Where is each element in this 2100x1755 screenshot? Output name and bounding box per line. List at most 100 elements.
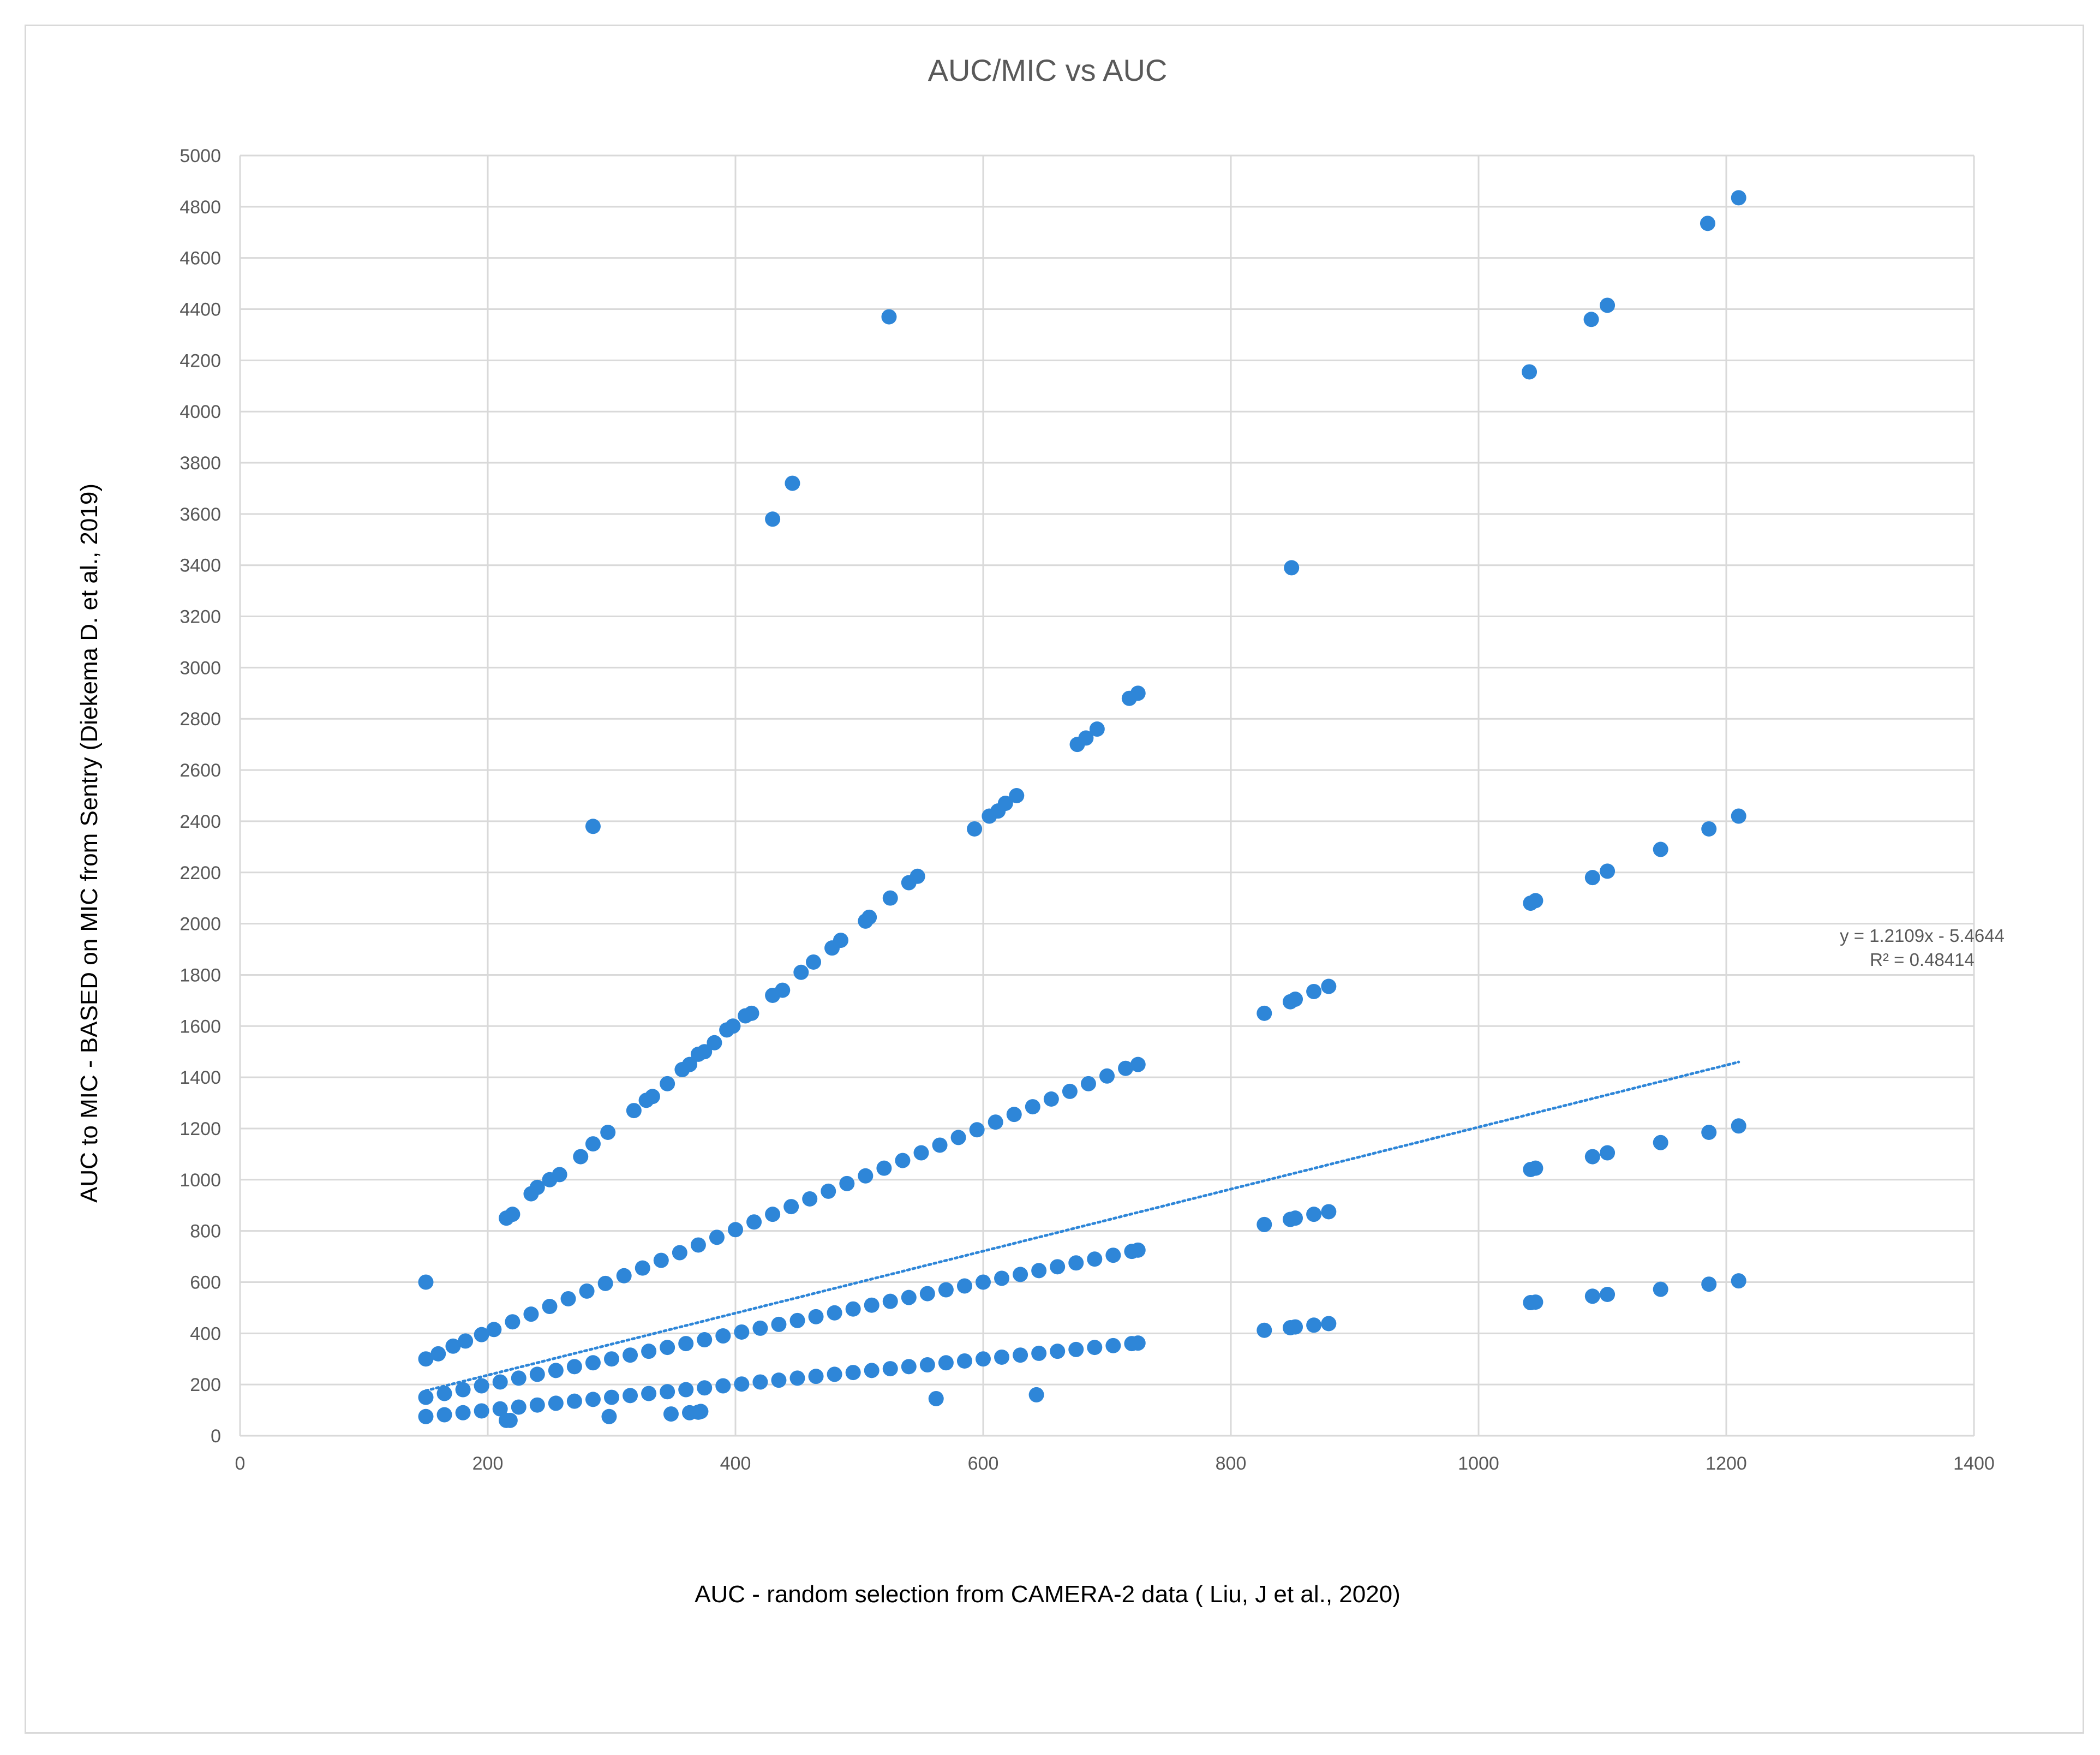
data-point [511,1370,527,1386]
data-point [505,1207,520,1222]
data-point [529,1179,545,1195]
y-tick-label: 3200 [180,607,221,628]
data-point [1257,1005,1272,1021]
data-point [1006,1107,1022,1123]
chart-title: AUC/MIC vs AUC [928,53,1168,87]
data-point [1068,1341,1084,1357]
trendline-equation: y = 1.2109x - 5.4644 [1840,926,2005,946]
data-point [552,1167,567,1183]
data-point [616,1268,632,1284]
data-point [988,1114,1003,1130]
data-point [910,868,925,884]
data-point [882,890,898,906]
y-tick-label: 3400 [180,556,221,576]
x-tick-label: 400 [720,1453,751,1474]
x-tick-label: 1200 [1706,1453,1747,1474]
data-point [601,1408,617,1424]
data-point [715,1378,731,1394]
data-point [928,1390,944,1406]
data-point [548,1395,564,1411]
data-point [901,1290,917,1305]
data-point [1288,992,1303,1007]
data-point [542,1299,558,1315]
data-point [1043,1091,1059,1107]
data-point [663,1406,679,1422]
data-point [1031,1263,1047,1279]
data-point [1009,788,1025,803]
data-point [418,1351,434,1367]
data-point [864,1363,880,1378]
data-point [697,1380,713,1396]
y-axis-ticks: 0 200 400 600 800 1000 1200 1400 1600 1800 2000 220… [180,146,221,1447]
y-tick-label: 2000 [180,914,221,935]
data-point [793,964,809,980]
data-point [994,1349,1010,1365]
y-tick-label: 4400 [180,300,221,320]
data-point [505,1314,520,1330]
data-point [765,1207,781,1222]
data-point [635,1260,650,1276]
y-tick-label: 2800 [180,709,221,730]
data-point [882,1293,898,1309]
data-point [1087,1251,1103,1267]
data-point [734,1324,750,1340]
data-point [548,1363,564,1378]
data-point [1600,863,1616,879]
data-point [845,1301,861,1317]
data-point [1701,1276,1717,1292]
data-point [1025,1099,1040,1115]
trendline-path [424,1060,1740,1392]
data-point [678,1382,694,1398]
data-point [789,1312,805,1328]
data-point [523,1306,539,1322]
data-point [1701,821,1717,837]
data-point [604,1389,619,1405]
data-point [418,1389,434,1405]
data-point [1306,1207,1322,1222]
y-tick-label: 1000 [180,1170,221,1191]
y-tick-label: 800 [190,1221,221,1242]
data-point [994,1270,1010,1286]
data-point [707,1035,722,1050]
data-point [881,309,897,325]
data-point [641,1386,657,1401]
data-point [436,1407,452,1423]
data-point [1257,1322,1272,1338]
data-point [938,1282,954,1298]
data-point [430,1346,446,1362]
y-tick-label: 4600 [180,248,221,269]
data-point [660,1340,675,1356]
data-point [956,1353,972,1369]
data-point [976,1274,991,1290]
data-point [1522,364,1537,380]
data-point [1105,1247,1121,1263]
data-point [660,1076,675,1091]
x-tick-label: 800 [1216,1453,1247,1474]
data-point [876,1160,892,1176]
data-point [1050,1259,1066,1275]
data-point [1087,1340,1103,1356]
data-point [585,1136,601,1152]
data-point [682,1056,698,1072]
data-point [783,1199,799,1215]
data-point [474,1378,489,1394]
y-axis-title: AUC to MIC - BASED on MIC from Sentry (D… [76,483,103,1203]
data-point [502,1412,518,1428]
data-point [1306,1317,1322,1333]
data-point [919,1357,935,1373]
data-point [969,1122,985,1138]
data-point [641,1344,657,1359]
data-point [808,1309,824,1324]
data-point [455,1382,471,1398]
data-point [1130,1056,1146,1072]
y-tick-label: 600 [190,1272,221,1293]
data-point [1701,1124,1717,1140]
x-tick-label: 1000 [1458,1453,1499,1474]
data-point [1584,1149,1600,1165]
data-point [1528,1294,1543,1310]
y-tick-label: 2600 [180,760,221,781]
data-point [1068,1255,1084,1271]
data-point [997,796,1013,811]
data-point [566,1359,582,1375]
data-point [725,1018,741,1034]
